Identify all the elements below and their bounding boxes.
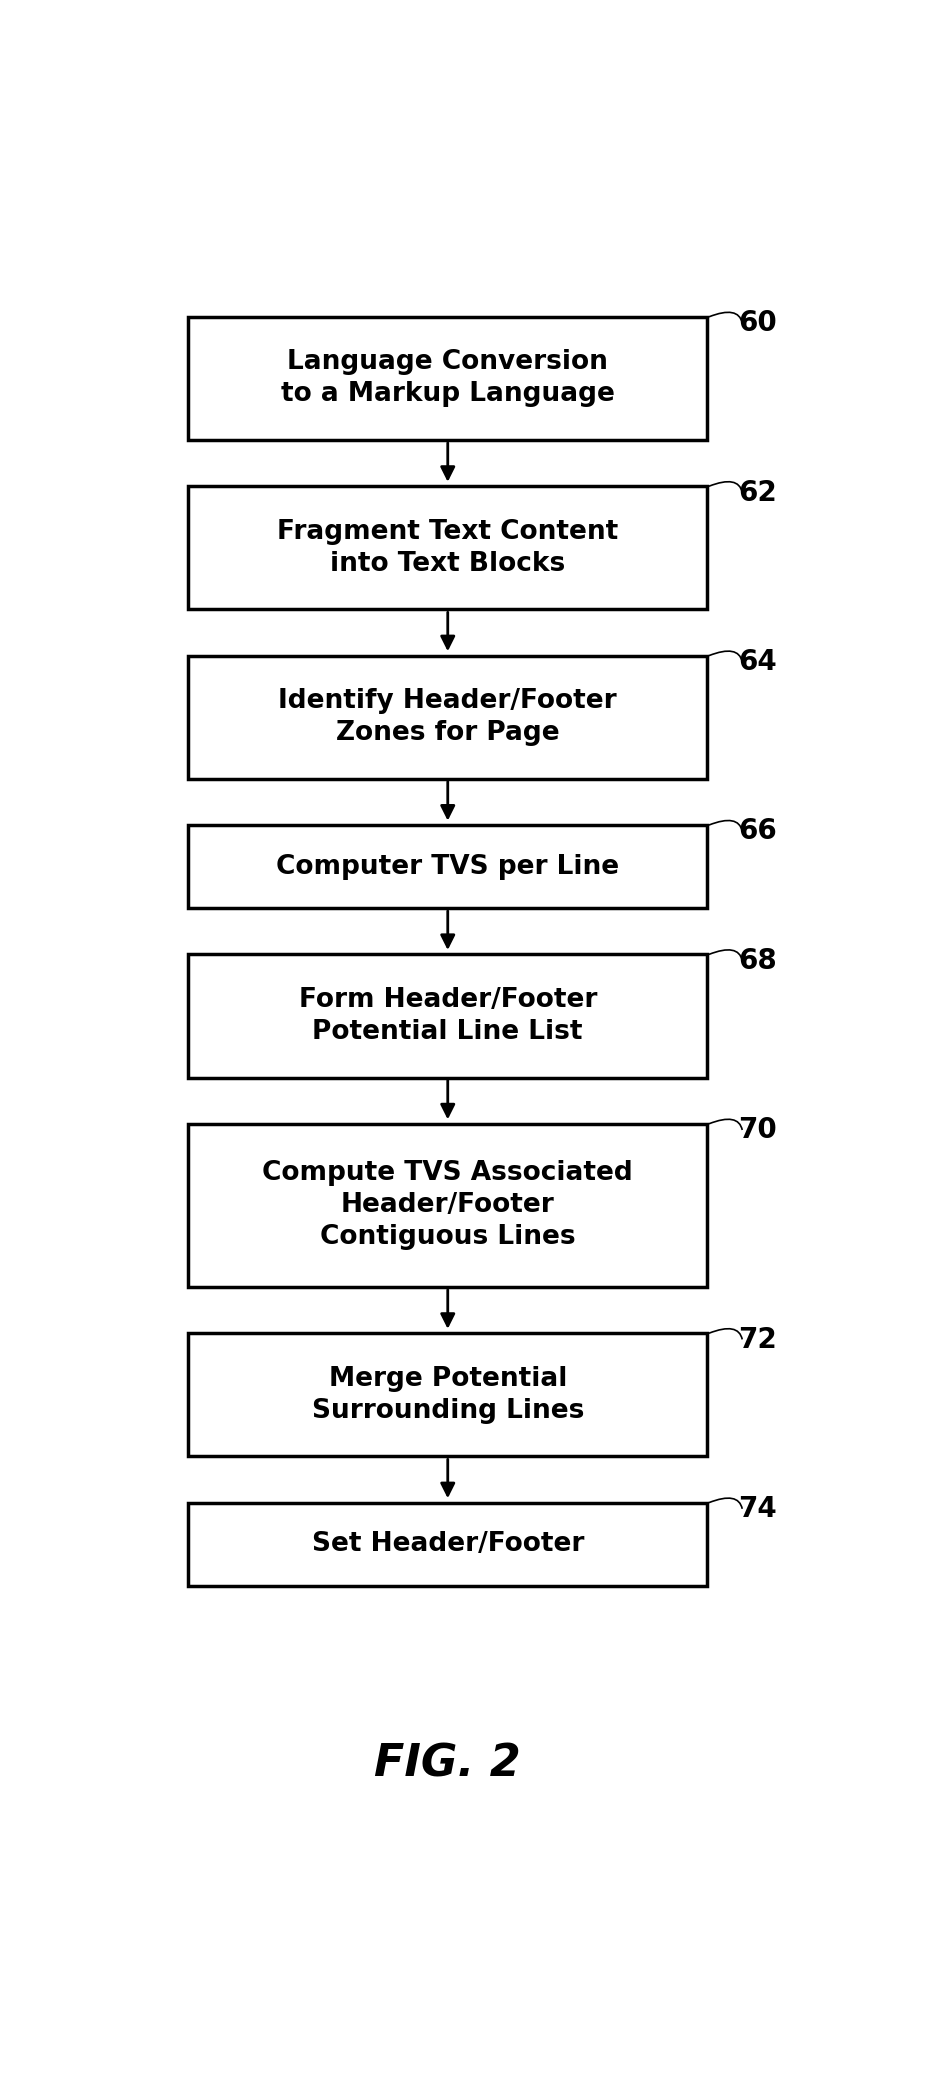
Bar — [188, 316, 707, 440]
Text: 68: 68 — [739, 947, 777, 974]
Text: 60: 60 — [739, 310, 777, 337]
Text: Compute TVS Associated
Header/Footer
Contiguous Lines: Compute TVS Associated Header/Footer Con… — [262, 1161, 634, 1251]
Text: Computer TVS per Line: Computer TVS per Line — [277, 853, 619, 880]
Text: 72: 72 — [739, 1326, 777, 1353]
Bar — [188, 486, 707, 610]
Text: FIG. 2: FIG. 2 — [374, 1743, 521, 1785]
Text: 70: 70 — [739, 1117, 777, 1144]
Text: Form Header/Footer
Potential Line List: Form Header/Footer Potential Line List — [298, 987, 597, 1045]
Bar — [188, 955, 707, 1077]
Text: Fragment Text Content
into Text Blocks: Fragment Text Content into Text Blocks — [277, 520, 618, 576]
Bar — [188, 1332, 707, 1456]
Text: Set Header/Footer: Set Header/Footer — [312, 1531, 584, 1557]
Text: 74: 74 — [739, 1496, 777, 1523]
Text: Merge Potential
Surrounding Lines: Merge Potential Surrounding Lines — [312, 1366, 584, 1425]
Text: Identify Header/Footer
Zones for Page: Identify Header/Footer Zones for Page — [278, 689, 617, 746]
Text: 66: 66 — [739, 817, 777, 846]
Bar — [188, 1502, 707, 1586]
Text: Language Conversion
to a Markup Language: Language Conversion to a Markup Language — [281, 350, 615, 406]
Bar — [188, 1123, 707, 1286]
Bar — [188, 825, 707, 909]
Text: 64: 64 — [739, 647, 777, 677]
Text: 62: 62 — [739, 478, 777, 507]
Bar — [188, 656, 707, 779]
